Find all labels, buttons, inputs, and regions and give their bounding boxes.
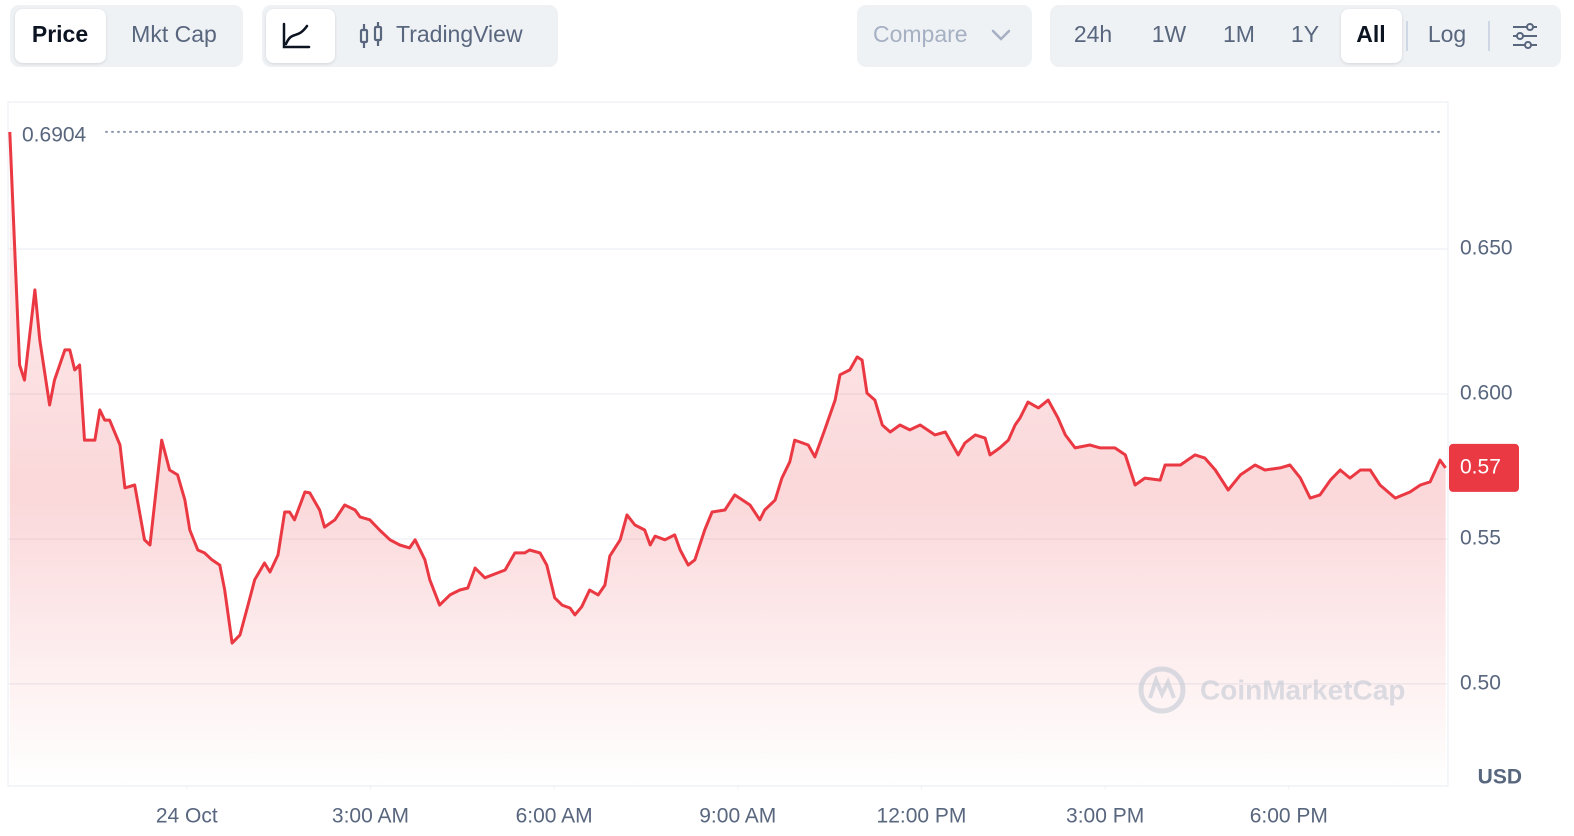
currency-label: USD [1478, 766, 1522, 789]
active-tab [1341, 9, 1402, 63]
y-tick-label: 0.55 [1460, 527, 1501, 550]
watermark-text: CoinMarketCap [1200, 674, 1405, 705]
view-tabs: TradingView [262, 5, 558, 67]
candle-icon [359, 22, 383, 48]
compare-label[interactable]: Compare [873, 21, 968, 47]
tradingview-tab[interactable]: TradingView [396, 21, 523, 47]
last-price-box [1449, 443, 1519, 492]
x-tick-label: 12:00 PM [877, 805, 967, 828]
active-tab [15, 9, 106, 63]
tab-group [262, 5, 558, 67]
x-tick-label: 3:00 AM [332, 805, 409, 828]
x-tick-label: 6:00 PM [1250, 805, 1328, 828]
max-price-label: 0.6904 [22, 123, 87, 146]
price-tab[interactable]: Price [32, 21, 88, 47]
log-toggle[interactable]: Log [1428, 21, 1466, 47]
watermark-logo [1138, 666, 1186, 714]
price-line [8, 131, 1447, 645]
compare-dropdown: Compare [857, 5, 1032, 67]
range-1m[interactable]: 1M [1223, 21, 1255, 47]
range-24h[interactable]: 24h [1074, 21, 1112, 47]
plot: 0.50 0.55 0.600 0.650 24 Oct 3:00 AM 6:00 AM 9:… [8, 123, 1519, 828]
price-area [9, 131, 1446, 786]
watermark: CoinMarketCap [1138, 666, 1405, 714]
last-price-label: 0.57 [1460, 455, 1501, 478]
y-tick-label: 0.650 [1460, 237, 1513, 260]
dropdown-box[interactable] [857, 5, 1032, 67]
metric-tabs: Price Mkt Cap [10, 5, 243, 67]
range-all[interactable]: All [1356, 21, 1385, 47]
chevron [991, 29, 1011, 41]
range-tabs: 24h 1W 1M 1Y All Log [1050, 5, 1561, 67]
range-1w[interactable]: 1W [1152, 21, 1187, 47]
mktcap-tab[interactable]: Mkt Cap [131, 21, 217, 47]
line-view-button[interactable] [266, 9, 335, 63]
range-1y[interactable]: 1Y [1291, 21, 1319, 47]
settings-icon[interactable] [1513, 23, 1537, 49]
line-icon [282, 22, 311, 49]
x-tick-label: 9:00 AM [699, 805, 776, 828]
x-tick-label: 6:00 AM [516, 805, 593, 828]
tab-group [1050, 5, 1561, 67]
y-tick-label: 0.600 [1460, 382, 1513, 405]
x-tick-label: 3:00 PM [1066, 805, 1144, 828]
x-tick-label: 24 Oct [156, 805, 218, 828]
watermark-logo-mark [1148, 674, 1176, 699]
y-tick-label: 0.50 [1460, 671, 1501, 694]
